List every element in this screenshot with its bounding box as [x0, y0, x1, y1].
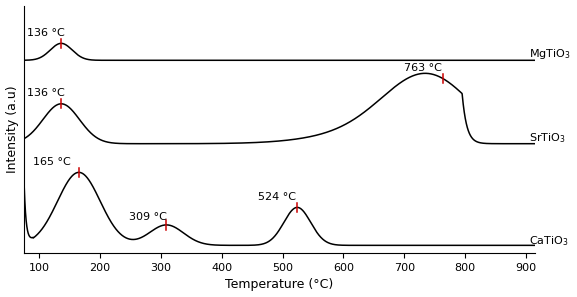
Text: 763 °C: 763 °C	[404, 63, 442, 73]
Text: 524 °C: 524 °C	[258, 192, 297, 202]
Y-axis label: Intensity (a.u): Intensity (a.u)	[6, 86, 18, 173]
Text: MgTiO$_3$: MgTiO$_3$	[529, 47, 571, 61]
Text: CaTiO$_3$: CaTiO$_3$	[529, 234, 568, 248]
Text: 136 °C: 136 °C	[27, 88, 65, 98]
Text: SrTiO$_3$: SrTiO$_3$	[529, 131, 565, 145]
X-axis label: Temperature (°C): Temperature (°C)	[226, 279, 334, 291]
Text: 165 °C: 165 °C	[33, 157, 71, 167]
Text: 136 °C: 136 °C	[27, 28, 65, 38]
Text: 309 °C: 309 °C	[129, 212, 167, 222]
